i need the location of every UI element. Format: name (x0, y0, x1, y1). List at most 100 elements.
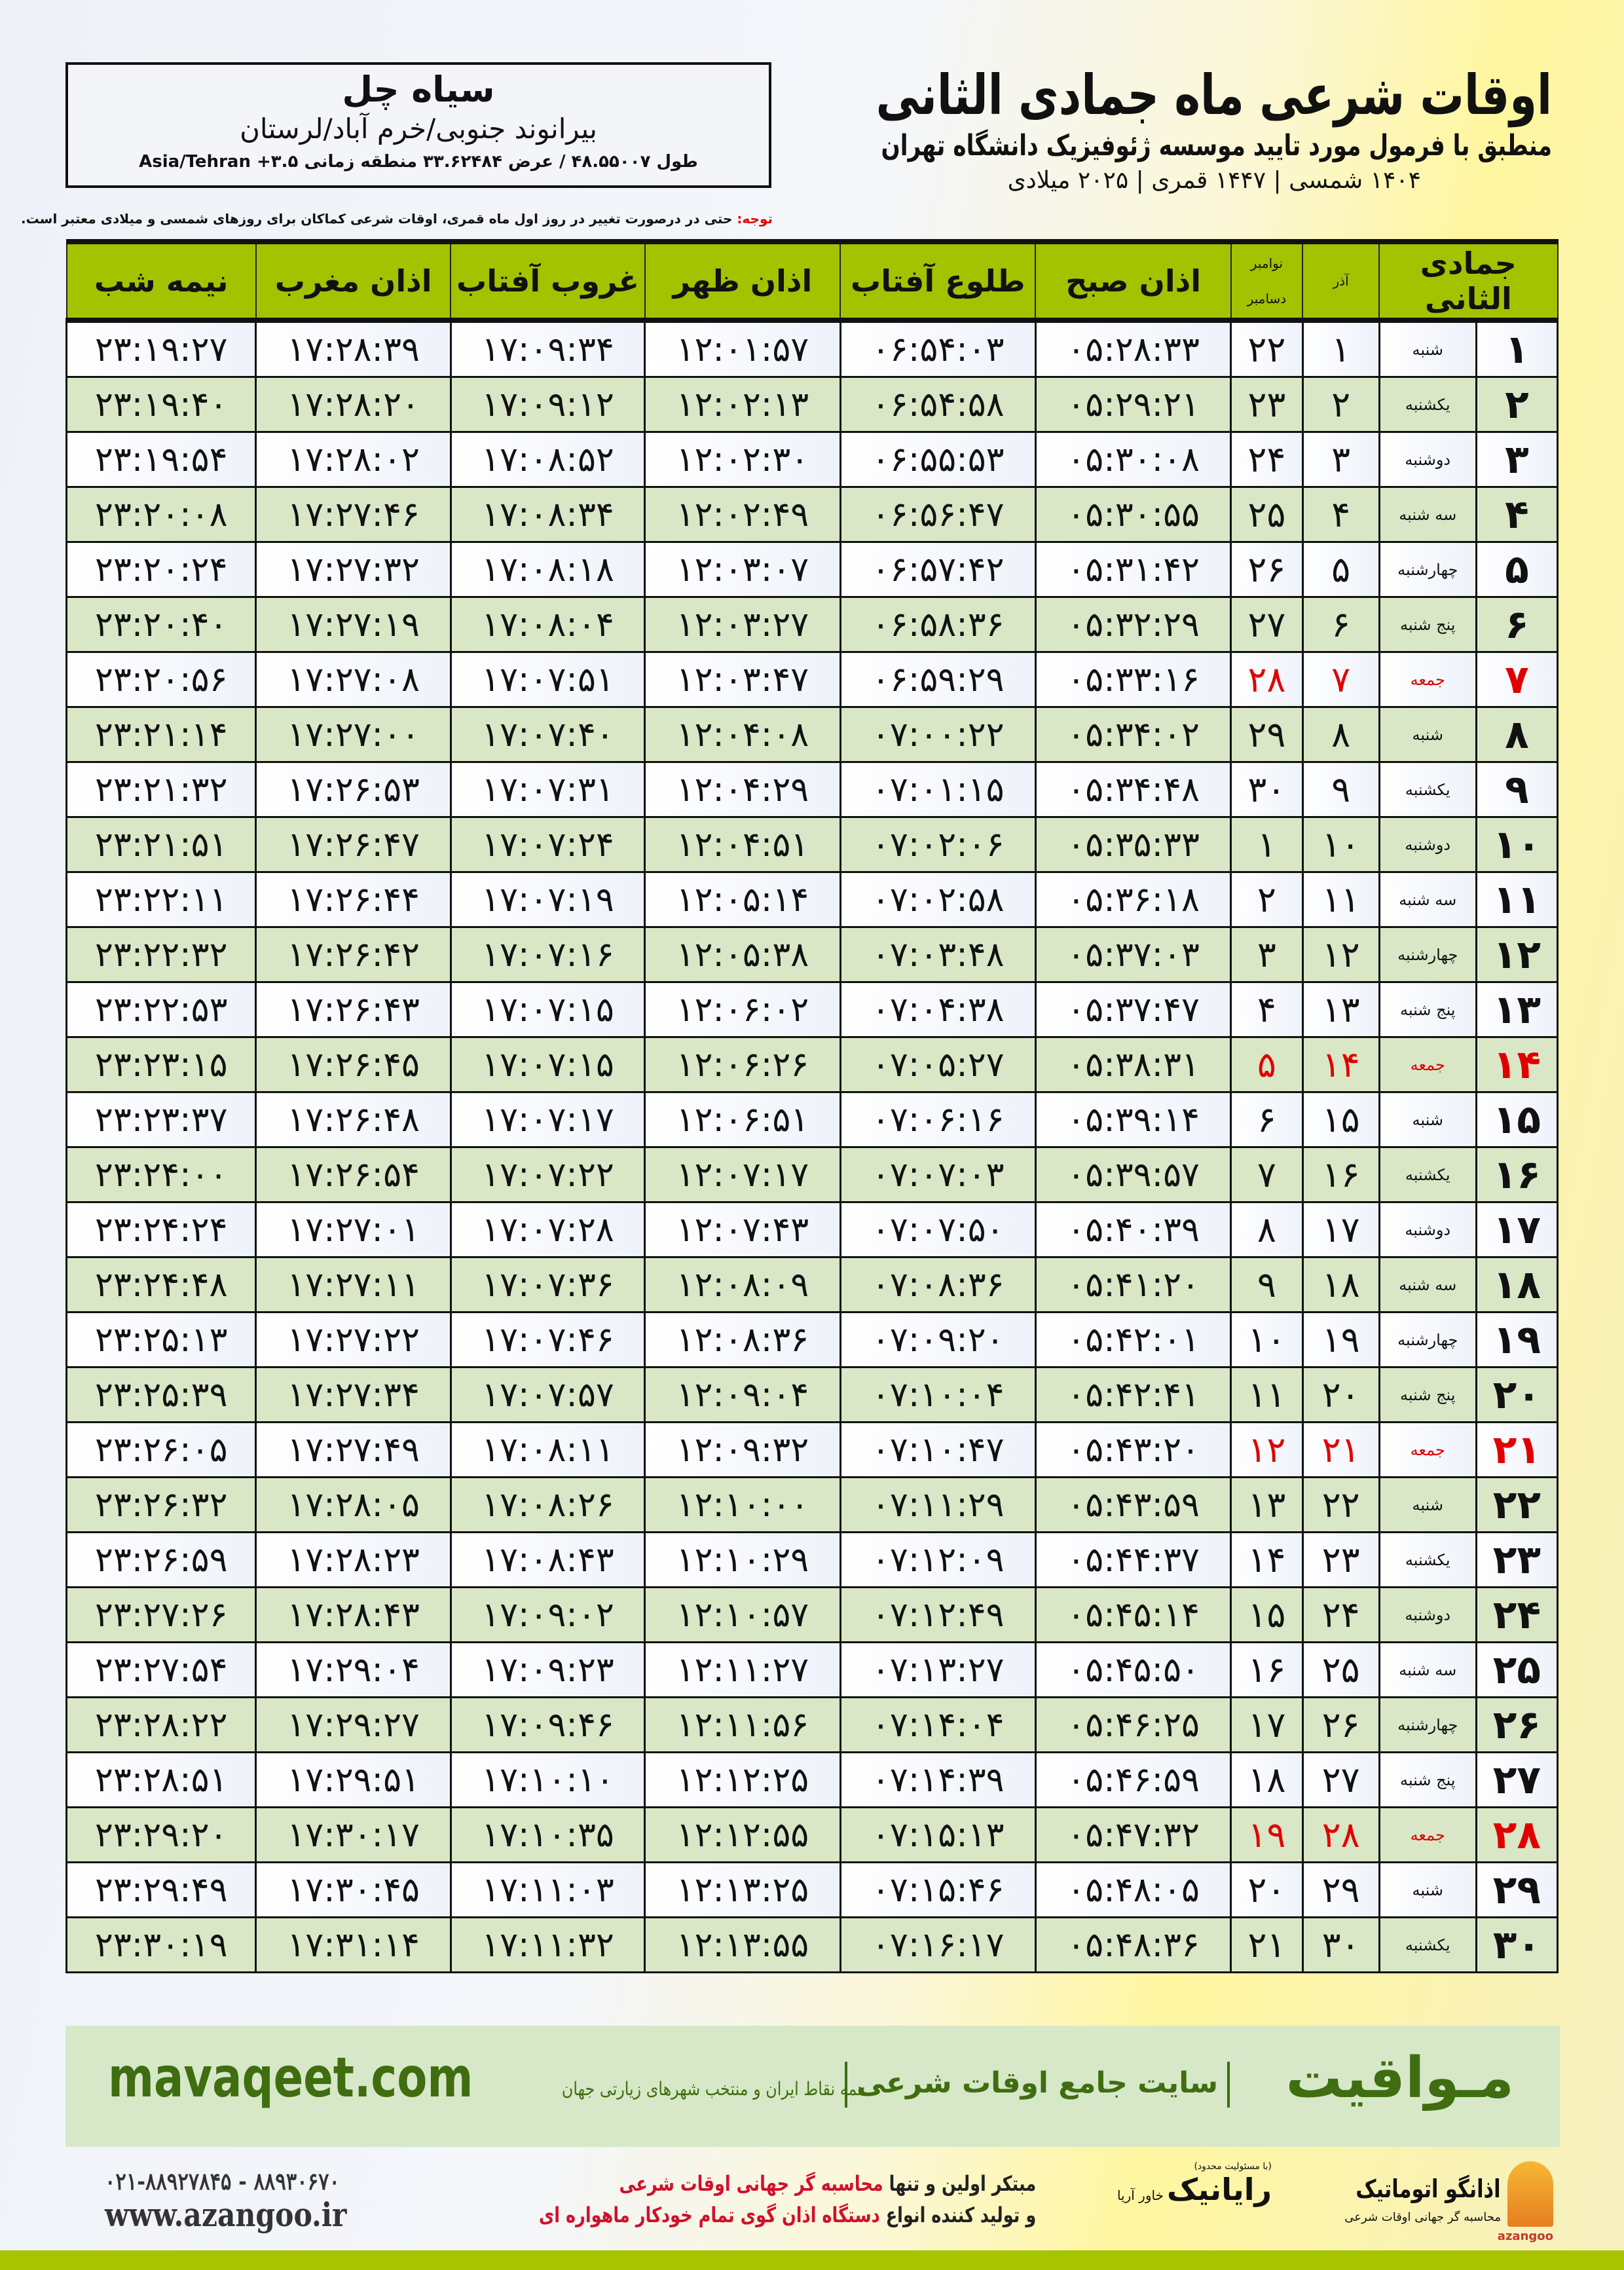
cell-ghorub: ۱۷:۰۷:۳۱ (449, 761, 646, 818)
cell-sobh: ۰۵:۴۷:۳۲ (1034, 1806, 1232, 1863)
cell-day: ۲۴ (1475, 1586, 1559, 1643)
cell-nimeshab: ۲۳:۲۷:۵۴ (65, 1641, 257, 1698)
cell-azar: ۴ (1301, 486, 1380, 543)
cell-day: ۸ (1475, 706, 1559, 763)
cell-greg: ۹ (1230, 1256, 1304, 1313)
azangoo-footer: اذانگو اتوماتیک محاسبه گر جهانی اوقات شر… (65, 2161, 1560, 2243)
cell-greg: ۱۱ (1230, 1366, 1304, 1423)
cell-weekday: چهارشنبه (1378, 541, 1477, 598)
cell-zohr: ۱۲:۰۸:۰۹ (644, 1256, 841, 1313)
table-row: ۶ پنج شنبه ۶ ۲۷ ۰۵:۳۲:۲۹ ۰۶:۵۸:۳۶ ۱۲:۰۳:۲۷ ۱۷:۰… (65, 596, 1559, 653)
cell-sobh: ۰۵:۳۶:۱۸ (1034, 871, 1232, 928)
cell-greg: ۲۵ (1230, 486, 1304, 543)
cell-weekday: جمعه (1378, 1036, 1477, 1093)
cell-tolu: ۰۶:۵۹:۲۹ (839, 651, 1037, 708)
cell-maghrib: ۱۷:۲۶:۴۴ (255, 871, 452, 928)
cell-tolu: ۰۷:۱۲:۴۹ (839, 1586, 1037, 1643)
cell-ghorub: ۱۷:۰۷:۲۲ (449, 1146, 646, 1203)
cell-tolu: ۰۷:۱۳:۲۷ (839, 1641, 1037, 1698)
cell-greg: ۸ (1230, 1201, 1304, 1258)
mavaqeet-slogan: سایت جامع اوقات شرعی (836, 2062, 1239, 2108)
cell-zohr: ۱۲:۱۱:۲۷ (644, 1641, 841, 1698)
cell-nimeshab: ۲۳:۲۱:۱۴ (65, 706, 257, 763)
cell-nimeshab: ۲۳:۲۶:۵۹ (65, 1531, 257, 1588)
cell-azar: ۲۹ (1301, 1861, 1380, 1918)
cell-nimeshab: ۲۳:۲۴:۴۸ (65, 1256, 257, 1313)
cell-ghorub: ۱۷:۰۷:۵۷ (449, 1366, 646, 1423)
phone-numbers: ۰۲۱-۸۸۹۲۷۸۴۵ - ۸۸۹۳۰۶۷۰ (105, 2168, 340, 2195)
cell-weekday: شنبه (1378, 319, 1477, 378)
cell-ghorub: ۱۷:۰۷:۱۶ (449, 926, 646, 983)
cell-weekday: یکشنبه (1378, 761, 1477, 818)
cell-tolu: ۰۷:۱۶:۱۷ (839, 1916, 1037, 1973)
note-text: حتی در درصورت تغییر در روز اول ماه قمری،… (21, 211, 737, 227)
table-row: ۳ دوشنبه ۳ ۲۴ ۰۵:۳۰:۰۸ ۰۶:۵۵:۵۳ ۱۲:۰۲:۳۰ ۱۷:۰۸:… (65, 431, 1559, 488)
cell-sobh: ۰۵:۳۷:۰۳ (1034, 926, 1232, 983)
cell-azar: ۱۲ (1301, 926, 1380, 983)
cell-sobh: ۰۵:۳۴:۴۸ (1034, 761, 1232, 818)
cell-maghrib: ۱۷:۲۷:۱۱ (255, 1256, 452, 1313)
promo-1b: محاسبه گر جهانی اوقات شرعی (619, 2171, 883, 2196)
cell-azar: ۲۳ (1301, 1531, 1380, 1588)
table-row: ۹ یکشنبه ۹ ۳۰ ۰۵:۳۴:۴۸ ۰۷:۰۱:۱۵ ۱۲:۰۴:۲۹ ۱۷:۰۷:… (65, 761, 1559, 818)
promo-text: مبتکر اولین و تنها محاسبه گر جهانی اوقات… (539, 2168, 1036, 2231)
cell-sobh: ۰۵:۳۸:۳۱ (1034, 1036, 1232, 1093)
cell-weekday: یکشنبه (1378, 1531, 1477, 1588)
cell-sobh: ۰۵:۳۱:۴۲ (1034, 541, 1232, 598)
cell-tolu: ۰۶:۵۴:۰۳ (839, 319, 1037, 378)
cell-maghrib: ۱۷:۲۶:۵۴ (255, 1146, 452, 1203)
cell-ghorub: ۱۷:۰۸:۵۲ (449, 431, 646, 488)
cell-azar: ۳ (1301, 431, 1380, 488)
cell-maghrib: ۱۷:۲۷:۳۲ (255, 541, 452, 598)
cell-maghrib: ۱۷:۲۶:۵۳ (255, 761, 452, 818)
table-row: ۱۷ دوشنبه ۱۷ ۸ ۰۵:۴۰:۳۹ ۰۷:۰۷:۵۰ ۱۲:۰۷:۴۳ ۱۷:۰۷… (65, 1201, 1559, 1258)
mosque-dome-icon (1507, 2161, 1553, 2227)
cell-greg: ۲۰ (1230, 1861, 1304, 1918)
cell-tolu: ۰۶:۵۵:۵۳ (839, 431, 1037, 488)
coordinates: طول ۴۸.۵۵۰۰۷ / عرض ۳۳.۶۲۴۸۴ منطقه زمانی … (139, 152, 698, 172)
cell-greg: ۲۷ (1230, 596, 1304, 653)
cell-azar: ۲۰ (1301, 1366, 1380, 1423)
cell-weekday: دوشنبه (1378, 1586, 1477, 1643)
azangoo-url[interactable]: www.azangoo.ir (105, 2195, 347, 2234)
cell-weekday: سه شنبه (1378, 871, 1477, 928)
cell-zohr: ۱۲:۰۴:۵۱ (644, 816, 841, 873)
cell-day: ۱۴ (1475, 1036, 1559, 1093)
cell-azar: ۲۵ (1301, 1641, 1380, 1698)
table-row: ۷ جمعه ۷ ۲۸ ۰۵:۳۳:۱۶ ۰۶:۵۹:۲۹ ۱۲:۰۳:۴۷ ۱۷:۰۷:۵۱… (65, 651, 1559, 708)
cell-azar: ۱۰ (1301, 816, 1380, 873)
prayer-times-table: جمادی الثانی آذر نوامبر دسامبر اذان صبح ط… (65, 239, 1559, 1973)
cell-tolu: ۰۷:۱۱:۲۹ (839, 1476, 1037, 1533)
cell-nimeshab: ۲۳:۲۶:۳۲ (65, 1476, 257, 1533)
cell-day: ۳ (1475, 431, 1559, 488)
cell-ghorub: ۱۷:۱۰:۱۰ (449, 1751, 646, 1808)
header-tolu: طلوع آفتاب (840, 239, 1037, 323)
cell-sobh: ۰۵:۴۸:۳۶ (1034, 1916, 1232, 1973)
cell-nimeshab: ۲۳:۱۹:۵۴ (65, 431, 257, 488)
table-row: ۱۹ چهارشنبه ۱۹ ۱۰ ۰۵:۴۲:۰۱ ۰۷:۰۹:۲۰ ۱۲:۰۸:۳۶ ۱۷… (65, 1311, 1559, 1368)
cell-tolu: ۰۷:۰۱:۱۵ (839, 761, 1037, 818)
cell-day: ۲۱ (1475, 1421, 1559, 1478)
cell-ghorub: ۱۷:۰۷:۱۵ (449, 981, 646, 1038)
cell-weekday: پنج شنبه (1378, 1366, 1477, 1423)
cell-zohr: ۱۲:۰۴:۰۸ (644, 706, 841, 763)
rayanik-name: رایانیک (1167, 2172, 1272, 2207)
cell-day: ۱۹ (1475, 1311, 1559, 1368)
cell-zohr: ۱۲:۱۲:۵۵ (644, 1806, 841, 1863)
table-row: ۲۲ شنبه ۲۲ ۱۳ ۰۵:۴۳:۵۹ ۰۷:۱۱:۲۹ ۱۲:۱۰:۰۰ ۱۷:۰۸:… (65, 1476, 1559, 1533)
cell-nimeshab: ۲۳:۲۰:۰۸ (65, 486, 257, 543)
mavaqeet-url[interactable]: mavaqeet.com (108, 2045, 473, 2110)
cell-maghrib: ۱۷:۲۶:۴۳ (255, 981, 452, 1038)
cell-zohr: ۱۲:۰۳:۲۷ (644, 596, 841, 653)
cell-maghrib: ۱۷:۲۷:۳۴ (255, 1366, 452, 1423)
cell-maghrib: ۱۷:۲۷:۰۱ (255, 1201, 452, 1258)
cell-zohr: ۱۲:۱۲:۲۵ (644, 1751, 841, 1808)
header-ghorub: غروب آفتاب (450, 239, 646, 323)
cell-azar: ۱۷ (1301, 1201, 1380, 1258)
cell-tolu: ۰۷:۰۸:۳۶ (839, 1256, 1037, 1313)
cell-weekday: دوشنبه (1378, 1201, 1477, 1258)
cell-azar: ۲ (1301, 376, 1380, 433)
cell-weekday: شنبه (1378, 706, 1477, 763)
cell-ghorub: ۱۷:۰۷:۵۱ (449, 651, 646, 708)
cell-tolu: ۰۷:۰۰:۲۲ (839, 706, 1037, 763)
